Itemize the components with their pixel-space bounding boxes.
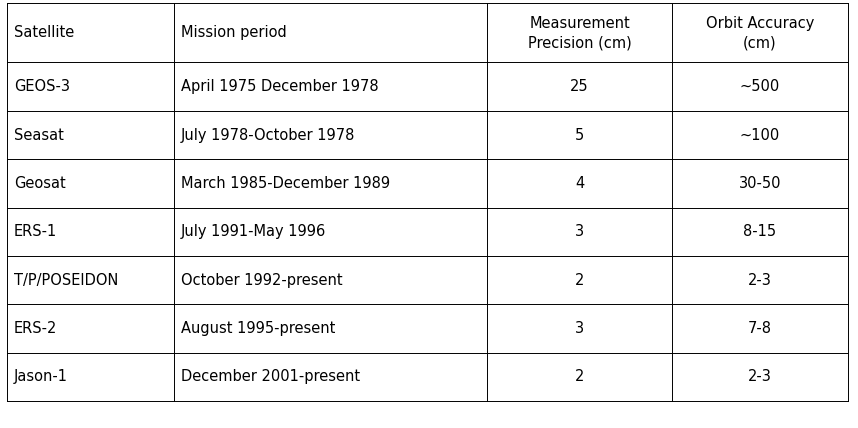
Text: 7-8: 7-8 <box>748 321 771 336</box>
Text: 25: 25 <box>571 79 589 94</box>
Text: ERS-2: ERS-2 <box>14 321 57 336</box>
Text: 3: 3 <box>575 224 584 239</box>
Text: 2-3: 2-3 <box>748 273 771 288</box>
Text: ~500: ~500 <box>740 79 780 94</box>
Text: T/P/POSEIDON: T/P/POSEIDON <box>14 273 118 288</box>
Text: March 1985-December 1989: March 1985-December 1989 <box>181 176 390 191</box>
Text: August 1995-present: August 1995-present <box>181 321 335 336</box>
Text: ERS-1: ERS-1 <box>14 224 57 239</box>
Text: 5: 5 <box>575 128 584 143</box>
Text: 2-3: 2-3 <box>748 369 771 384</box>
Text: October 1992-present: October 1992-present <box>181 273 342 288</box>
Text: 30-50: 30-50 <box>739 176 781 191</box>
Text: ~100: ~100 <box>740 128 780 143</box>
Text: 4: 4 <box>575 176 584 191</box>
Text: Satellite: Satellite <box>14 25 74 41</box>
Text: July 1991-May 1996: July 1991-May 1996 <box>181 224 326 239</box>
Text: 2: 2 <box>575 369 584 384</box>
Text: April 1975 December 1978: April 1975 December 1978 <box>181 79 378 94</box>
Text: 8-15: 8-15 <box>743 224 776 239</box>
Text: 3: 3 <box>575 321 584 336</box>
Text: 2: 2 <box>575 273 584 288</box>
Text: Measurement
Precision (cm): Measurement Precision (cm) <box>528 15 631 51</box>
Text: Seasat: Seasat <box>14 128 63 143</box>
Text: December 2001-present: December 2001-present <box>181 369 360 384</box>
Text: Jason-1: Jason-1 <box>14 369 68 384</box>
Text: GEOS-3: GEOS-3 <box>14 79 69 94</box>
Text: Geosat: Geosat <box>14 176 65 191</box>
Text: July 1978-October 1978: July 1978-October 1978 <box>181 128 355 143</box>
Text: Mission period: Mission period <box>181 25 287 41</box>
Text: Orbit Accuracy
(cm): Orbit Accuracy (cm) <box>705 15 814 51</box>
